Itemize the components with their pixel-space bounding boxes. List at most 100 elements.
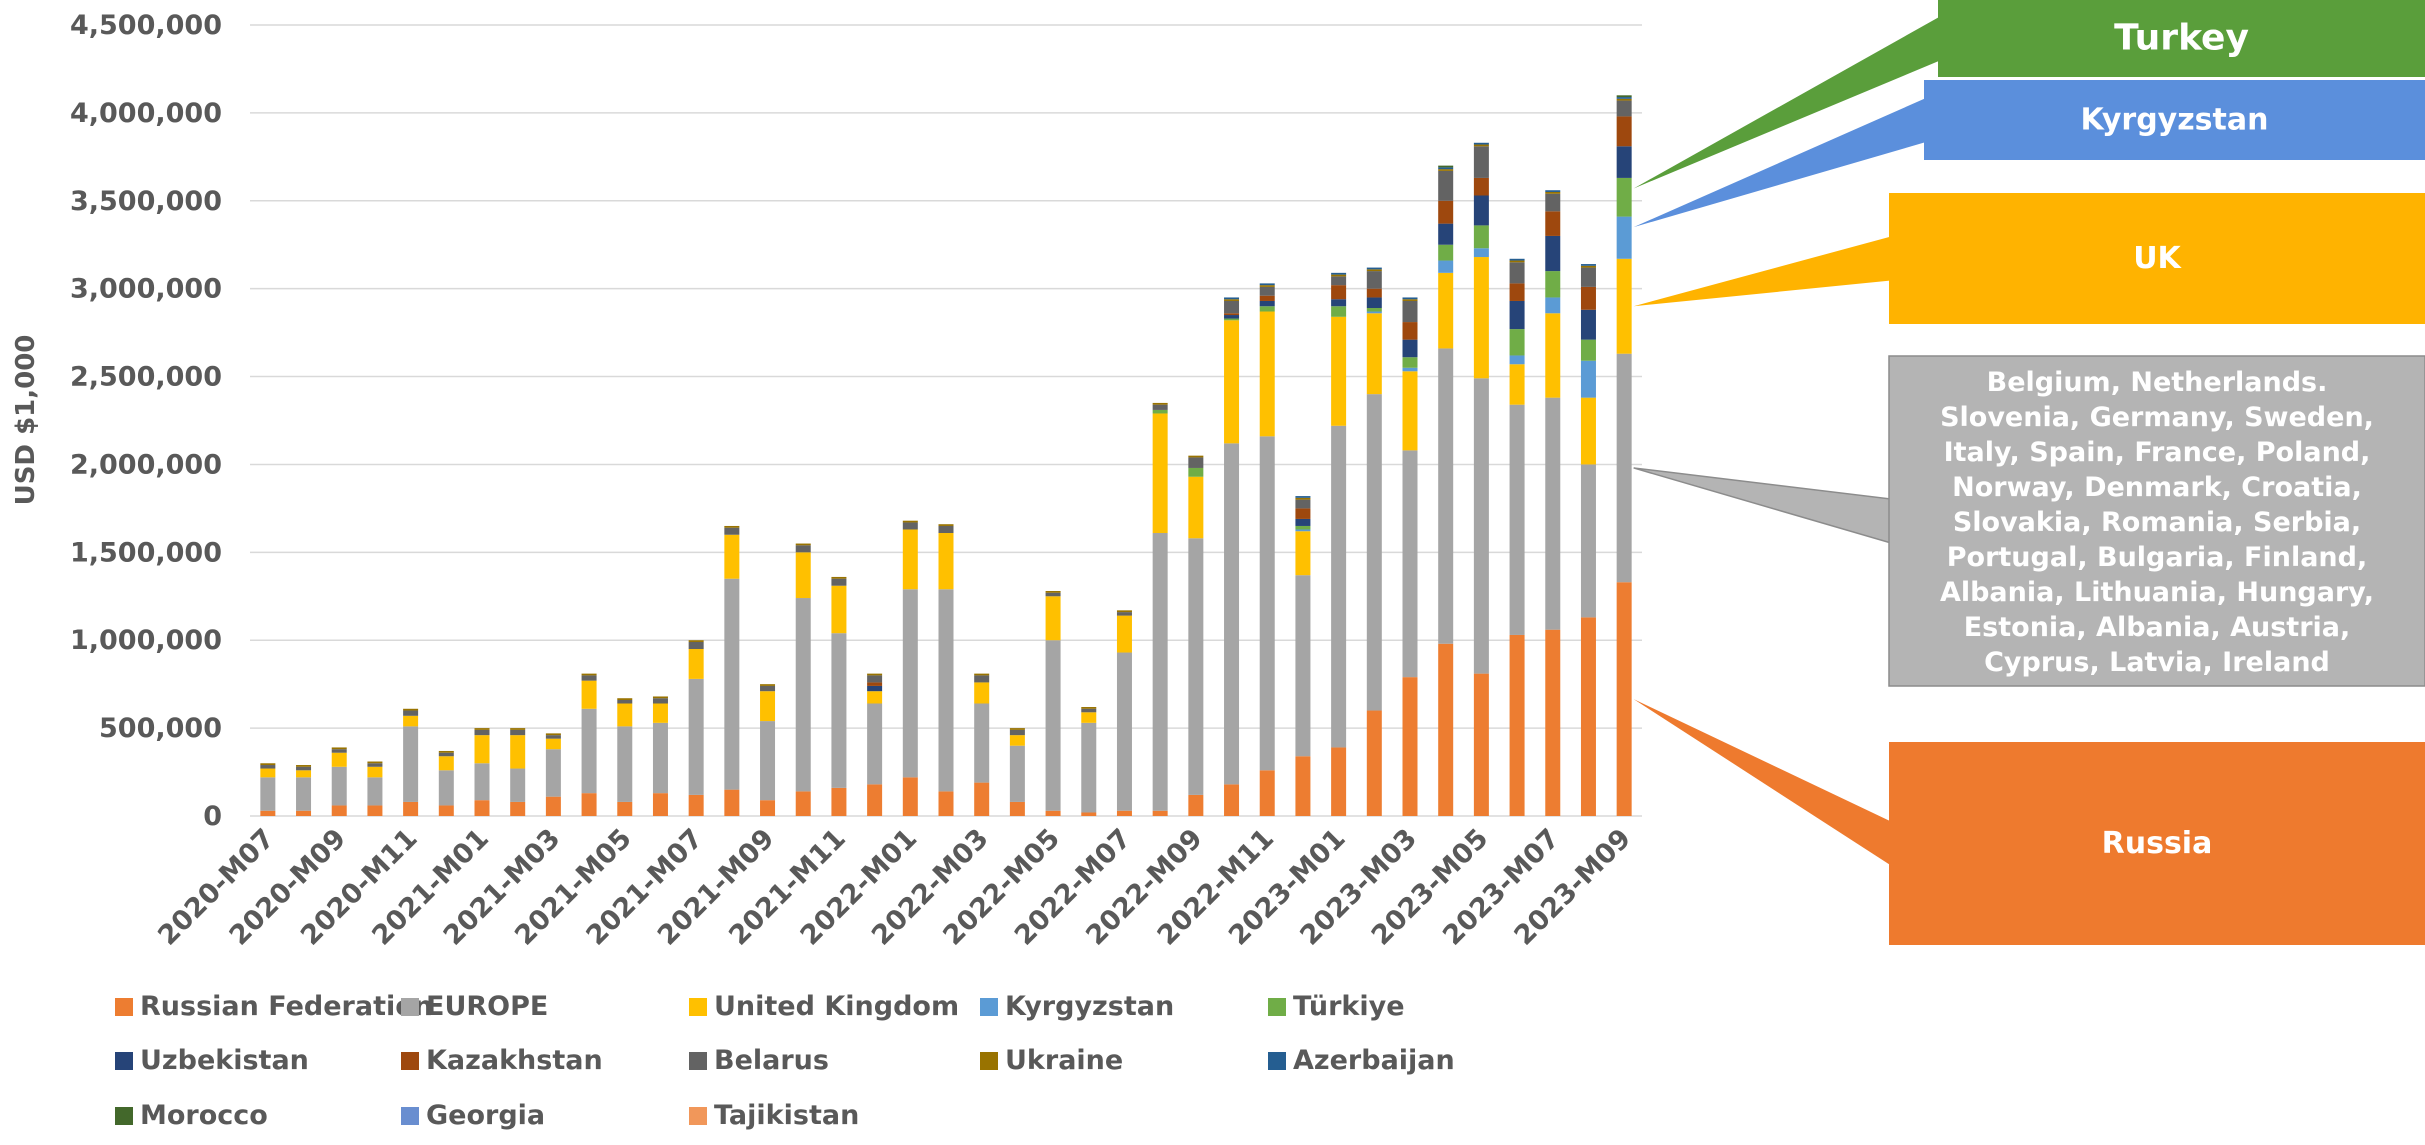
bar-segment xyxy=(1224,315,1240,319)
legend-label: United Kingdom xyxy=(714,991,959,1022)
bar-segment xyxy=(1509,300,1525,330)
bar-segment xyxy=(1331,274,1347,277)
callout-text: Belgium, Netherlands. Slovenia, Germany, … xyxy=(1940,367,2374,678)
bar-segment xyxy=(331,805,347,816)
bar-segment xyxy=(688,794,704,816)
bar-segment xyxy=(1402,450,1418,678)
bar-segment xyxy=(260,777,276,811)
legend-label: Kazakhstan xyxy=(426,1045,603,1076)
bar-segment xyxy=(1438,348,1454,644)
bar-segment xyxy=(1009,728,1025,730)
bar-segment xyxy=(581,708,597,794)
bar-segment xyxy=(1009,735,1025,746)
bar-segment xyxy=(1295,529,1311,532)
bar-segment xyxy=(1295,497,1311,500)
bar-segment xyxy=(1545,235,1561,272)
legend-swatch xyxy=(689,998,707,1016)
bar-segment xyxy=(902,589,918,778)
bar-segment xyxy=(1224,313,1240,316)
bar-segment xyxy=(1473,225,1489,249)
bar-segment xyxy=(296,770,312,778)
legend-swatch xyxy=(1268,998,1286,1016)
bar-segment xyxy=(1331,747,1347,816)
bar-segment xyxy=(260,763,276,766)
bar-segment xyxy=(1331,272,1347,275)
bar-segment xyxy=(867,784,883,816)
bar-segment xyxy=(688,649,704,679)
bar-segment xyxy=(1580,265,1596,268)
bar-segment xyxy=(296,777,312,811)
legend-item: Türkiye xyxy=(1268,991,1405,1022)
bar-segment xyxy=(1580,464,1596,618)
bar-segment xyxy=(1081,708,1097,713)
bar-segment xyxy=(1081,707,1097,709)
bar-segment xyxy=(1366,311,1382,314)
bar-segment xyxy=(1616,97,1632,99)
bar-segment xyxy=(795,791,811,816)
legend-swatch xyxy=(689,1052,707,1070)
callout-text: Turkey xyxy=(2114,18,2249,59)
y-tick-label: 3,500,000 xyxy=(70,186,222,217)
bar-segment xyxy=(938,524,954,526)
bar-segment xyxy=(1402,339,1418,358)
bar-segment xyxy=(1259,285,1275,287)
bar-segment xyxy=(974,675,990,683)
bar-segment xyxy=(474,729,490,736)
bar-segment xyxy=(1580,286,1596,310)
bar-segment xyxy=(438,750,454,753)
legend-item: Kazakhstan xyxy=(401,1045,603,1076)
bar-segment xyxy=(831,576,847,579)
bar-segment xyxy=(1473,195,1489,226)
bar-segment xyxy=(545,738,561,750)
bar-segment xyxy=(1259,283,1275,286)
callout-pointer xyxy=(1633,16,1940,189)
bar-segment xyxy=(1438,643,1454,816)
legend-item: Kyrgyzstan xyxy=(980,991,1174,1022)
bar-segment xyxy=(331,747,347,750)
bar-segment xyxy=(1259,770,1275,816)
bar-segment xyxy=(1009,729,1025,736)
bar-segment xyxy=(403,710,419,716)
bar-segment xyxy=(652,793,668,816)
bar-segment xyxy=(1152,404,1168,410)
bar-segment xyxy=(760,691,776,722)
bar-segment xyxy=(652,722,668,794)
bar-segment xyxy=(902,529,918,590)
bar-segment xyxy=(1188,794,1204,816)
bar-segment xyxy=(1509,404,1525,635)
bar-segment xyxy=(1116,610,1132,613)
legend-label: Belarus xyxy=(714,1045,829,1076)
bar-segment xyxy=(474,728,490,730)
legend-swatch xyxy=(1268,1052,1286,1070)
bar-segment xyxy=(1259,436,1275,771)
bar-segment xyxy=(1366,710,1382,816)
bar-segment xyxy=(617,703,633,727)
bar-segment xyxy=(1616,100,1632,117)
bar-segment xyxy=(974,782,990,816)
bar-segment xyxy=(1402,357,1418,368)
bar-segment xyxy=(1366,271,1382,289)
bar-segment xyxy=(1580,360,1596,398)
bar-segment xyxy=(1402,322,1418,340)
bar-segment xyxy=(1152,413,1168,533)
bar-segment xyxy=(1295,499,1311,509)
bar-segment xyxy=(1259,295,1275,301)
bar-segment xyxy=(1295,525,1311,530)
bar-segment xyxy=(1438,167,1454,170)
bar-segment xyxy=(1402,677,1418,816)
legend-item: Ukraine xyxy=(980,1045,1123,1076)
y-tick-label: 2,500,000 xyxy=(70,362,222,393)
bar-segment xyxy=(1366,308,1382,312)
bar-segment xyxy=(1366,297,1382,309)
callout-pointer xyxy=(1633,236,1891,307)
callout-box xyxy=(1924,80,2425,160)
bar-segment xyxy=(760,721,776,801)
bar-segment xyxy=(724,534,740,579)
bar-segment xyxy=(331,766,347,806)
bar-segment xyxy=(1295,756,1311,816)
bar-segment xyxy=(581,680,597,709)
y-axis-label: USD $1,000 xyxy=(11,335,41,506)
bar-segment xyxy=(795,543,811,546)
bar-segment xyxy=(1616,216,1632,259)
